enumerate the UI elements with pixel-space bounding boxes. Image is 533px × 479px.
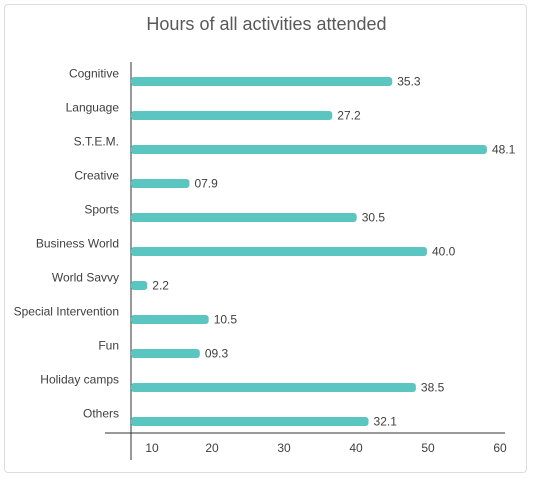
category-label: World Savvy [52, 271, 119, 285]
value-label: 27.2 [337, 109, 361, 123]
chart-title: Hours of all activities attended [146, 14, 387, 34]
bar [131, 417, 369, 426]
bar [131, 179, 190, 188]
x-tick-label: 30 [277, 441, 291, 455]
category-label: Creative [74, 169, 119, 183]
category-label: Others [83, 407, 119, 421]
value-label: 09.3 [205, 347, 229, 361]
category-label: Special Intervention [14, 305, 119, 319]
value-label: 2.2 [152, 279, 169, 293]
x-tick-label: 50 [421, 441, 435, 455]
value-label: 40.0 [432, 245, 456, 259]
category-label: S.T.E.M. [74, 135, 119, 149]
category-label: Cognitive [69, 67, 119, 81]
bar [131, 213, 357, 222]
bar [131, 315, 209, 324]
value-label: 38.5 [421, 381, 445, 395]
bar [131, 247, 427, 256]
value-label: 35.3 [397, 75, 421, 89]
category-label: Business World [36, 237, 119, 251]
value-label: 48.1 [492, 143, 516, 157]
value-label: 32.1 [374, 415, 398, 429]
bar [131, 77, 393, 86]
x-tick-label: 20 [205, 441, 219, 455]
x-tick-label: 10 [145, 441, 159, 455]
value-label: 07.9 [194, 177, 218, 191]
bar [131, 111, 333, 120]
category-label: Holiday camps [40, 373, 119, 387]
bar [131, 383, 416, 392]
x-tick-label: 60 [493, 441, 507, 455]
value-label: 10.5 [214, 313, 238, 327]
bar [131, 349, 200, 358]
bar [131, 145, 487, 154]
x-tick-label: 40 [349, 441, 363, 455]
bar [131, 281, 148, 290]
category-label: Fun [98, 339, 119, 353]
value-label: 30.5 [362, 211, 386, 225]
category-label: Sports [84, 203, 119, 217]
category-label: Language [66, 101, 120, 115]
